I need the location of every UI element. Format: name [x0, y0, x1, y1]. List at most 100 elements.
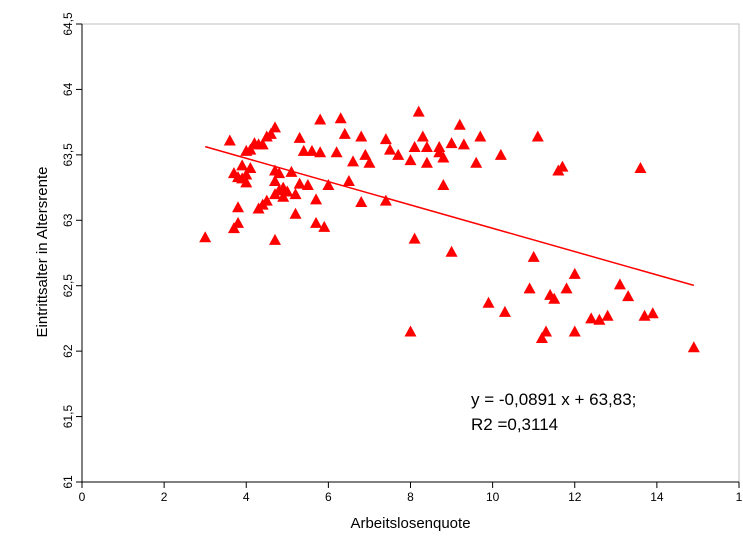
data-point	[523, 282, 536, 294]
data-point	[240, 168, 253, 180]
y-axis-ticks: 61 61,5 62 62,5 63 63,5 64 64,5	[61, 12, 82, 489]
equation-label: y = -0,0891 x + 63,83;	[471, 390, 636, 409]
y-tick-label: 64,5	[61, 12, 75, 36]
plot-frame	[81, 23, 740, 483]
data-points	[199, 105, 700, 353]
data-point	[453, 118, 466, 130]
data-point	[634, 161, 647, 173]
y-axis-label: Eintrittsalter in Altersrente	[34, 167, 51, 338]
data-point	[338, 127, 351, 139]
x-tick-label: 12	[568, 490, 582, 504]
data-point	[613, 278, 626, 290]
x-tick-label: 1	[736, 490, 743, 504]
y-tick-label: 61	[61, 475, 75, 489]
data-point	[535, 332, 548, 344]
data-point	[437, 178, 450, 190]
data-point	[457, 138, 470, 150]
data-point	[347, 155, 360, 167]
data-point	[310, 216, 323, 228]
data-point	[482, 296, 495, 308]
x-tick-label: 2	[161, 490, 168, 504]
data-point	[268, 233, 281, 245]
data-point	[392, 148, 405, 160]
y-tick-label: 62	[61, 344, 75, 358]
x-tick-label: 6	[325, 490, 332, 504]
data-point	[556, 160, 569, 172]
data-point	[260, 194, 273, 206]
data-point	[256, 138, 269, 150]
data-point	[531, 130, 544, 142]
data-point	[474, 130, 487, 142]
data-point	[359, 148, 372, 160]
data-point	[601, 309, 614, 321]
x-tick-label: 8	[407, 490, 414, 504]
data-point	[232, 216, 245, 228]
data-point	[593, 313, 606, 325]
data-point	[548, 292, 561, 304]
data-point	[322, 178, 335, 190]
r2-label: R2 =0,3114	[471, 415, 558, 434]
data-point	[281, 185, 294, 197]
data-point	[568, 325, 581, 337]
data-point	[268, 175, 281, 187]
data-point	[687, 341, 700, 353]
x-tick-label: 0	[79, 490, 86, 504]
data-point	[240, 176, 253, 188]
data-point	[293, 177, 306, 189]
data-point	[199, 231, 212, 243]
y-tick-label: 63,5	[61, 143, 75, 167]
data-point	[223, 134, 236, 146]
data-point	[560, 282, 573, 294]
data-point	[408, 141, 421, 153]
data-point	[301, 178, 314, 190]
data-point	[318, 220, 331, 232]
data-point	[314, 113, 327, 125]
data-point	[268, 121, 281, 133]
x-axis-ticks: 0 2 4 6 8 10 12 14 1	[79, 482, 743, 504]
data-point	[297, 144, 310, 156]
data-point	[289, 188, 302, 200]
data-point	[437, 151, 450, 163]
data-point	[622, 290, 635, 302]
data-point	[355, 130, 368, 142]
data-point	[244, 161, 257, 173]
x-tick-label: 4	[243, 490, 250, 504]
data-point	[310, 193, 323, 205]
data-point	[404, 154, 417, 166]
data-point	[289, 207, 302, 219]
data-point	[646, 307, 659, 319]
data-point	[264, 127, 277, 139]
data-point	[314, 146, 327, 158]
data-point	[527, 250, 540, 262]
data-point	[293, 131, 306, 143]
trend-line	[204, 145, 695, 287]
data-point	[585, 312, 598, 324]
y-tick-label: 64	[61, 82, 75, 96]
data-point	[305, 144, 318, 156]
data-point	[416, 130, 429, 142]
data-point	[236, 159, 249, 171]
x-tick-label: 14	[650, 490, 664, 504]
data-point	[420, 156, 433, 168]
data-point	[420, 141, 433, 153]
data-point	[498, 305, 511, 317]
data-point	[244, 143, 257, 155]
data-point	[330, 146, 343, 158]
data-point	[379, 133, 392, 145]
x-tick-label: 10	[486, 490, 500, 504]
data-point	[445, 245, 458, 257]
data-point	[408, 232, 421, 244]
data-point	[363, 156, 376, 168]
data-point	[568, 267, 581, 279]
data-point	[494, 148, 507, 160]
data-point	[383, 143, 396, 155]
data-point	[404, 325, 417, 337]
y-tick-label: 63	[61, 213, 75, 227]
data-point	[445, 137, 458, 149]
data-point	[470, 156, 483, 168]
x-axis-label: Arbeitslosenquote	[350, 515, 470, 532]
data-point	[273, 167, 286, 179]
data-point	[412, 105, 425, 117]
data-point	[355, 195, 368, 207]
